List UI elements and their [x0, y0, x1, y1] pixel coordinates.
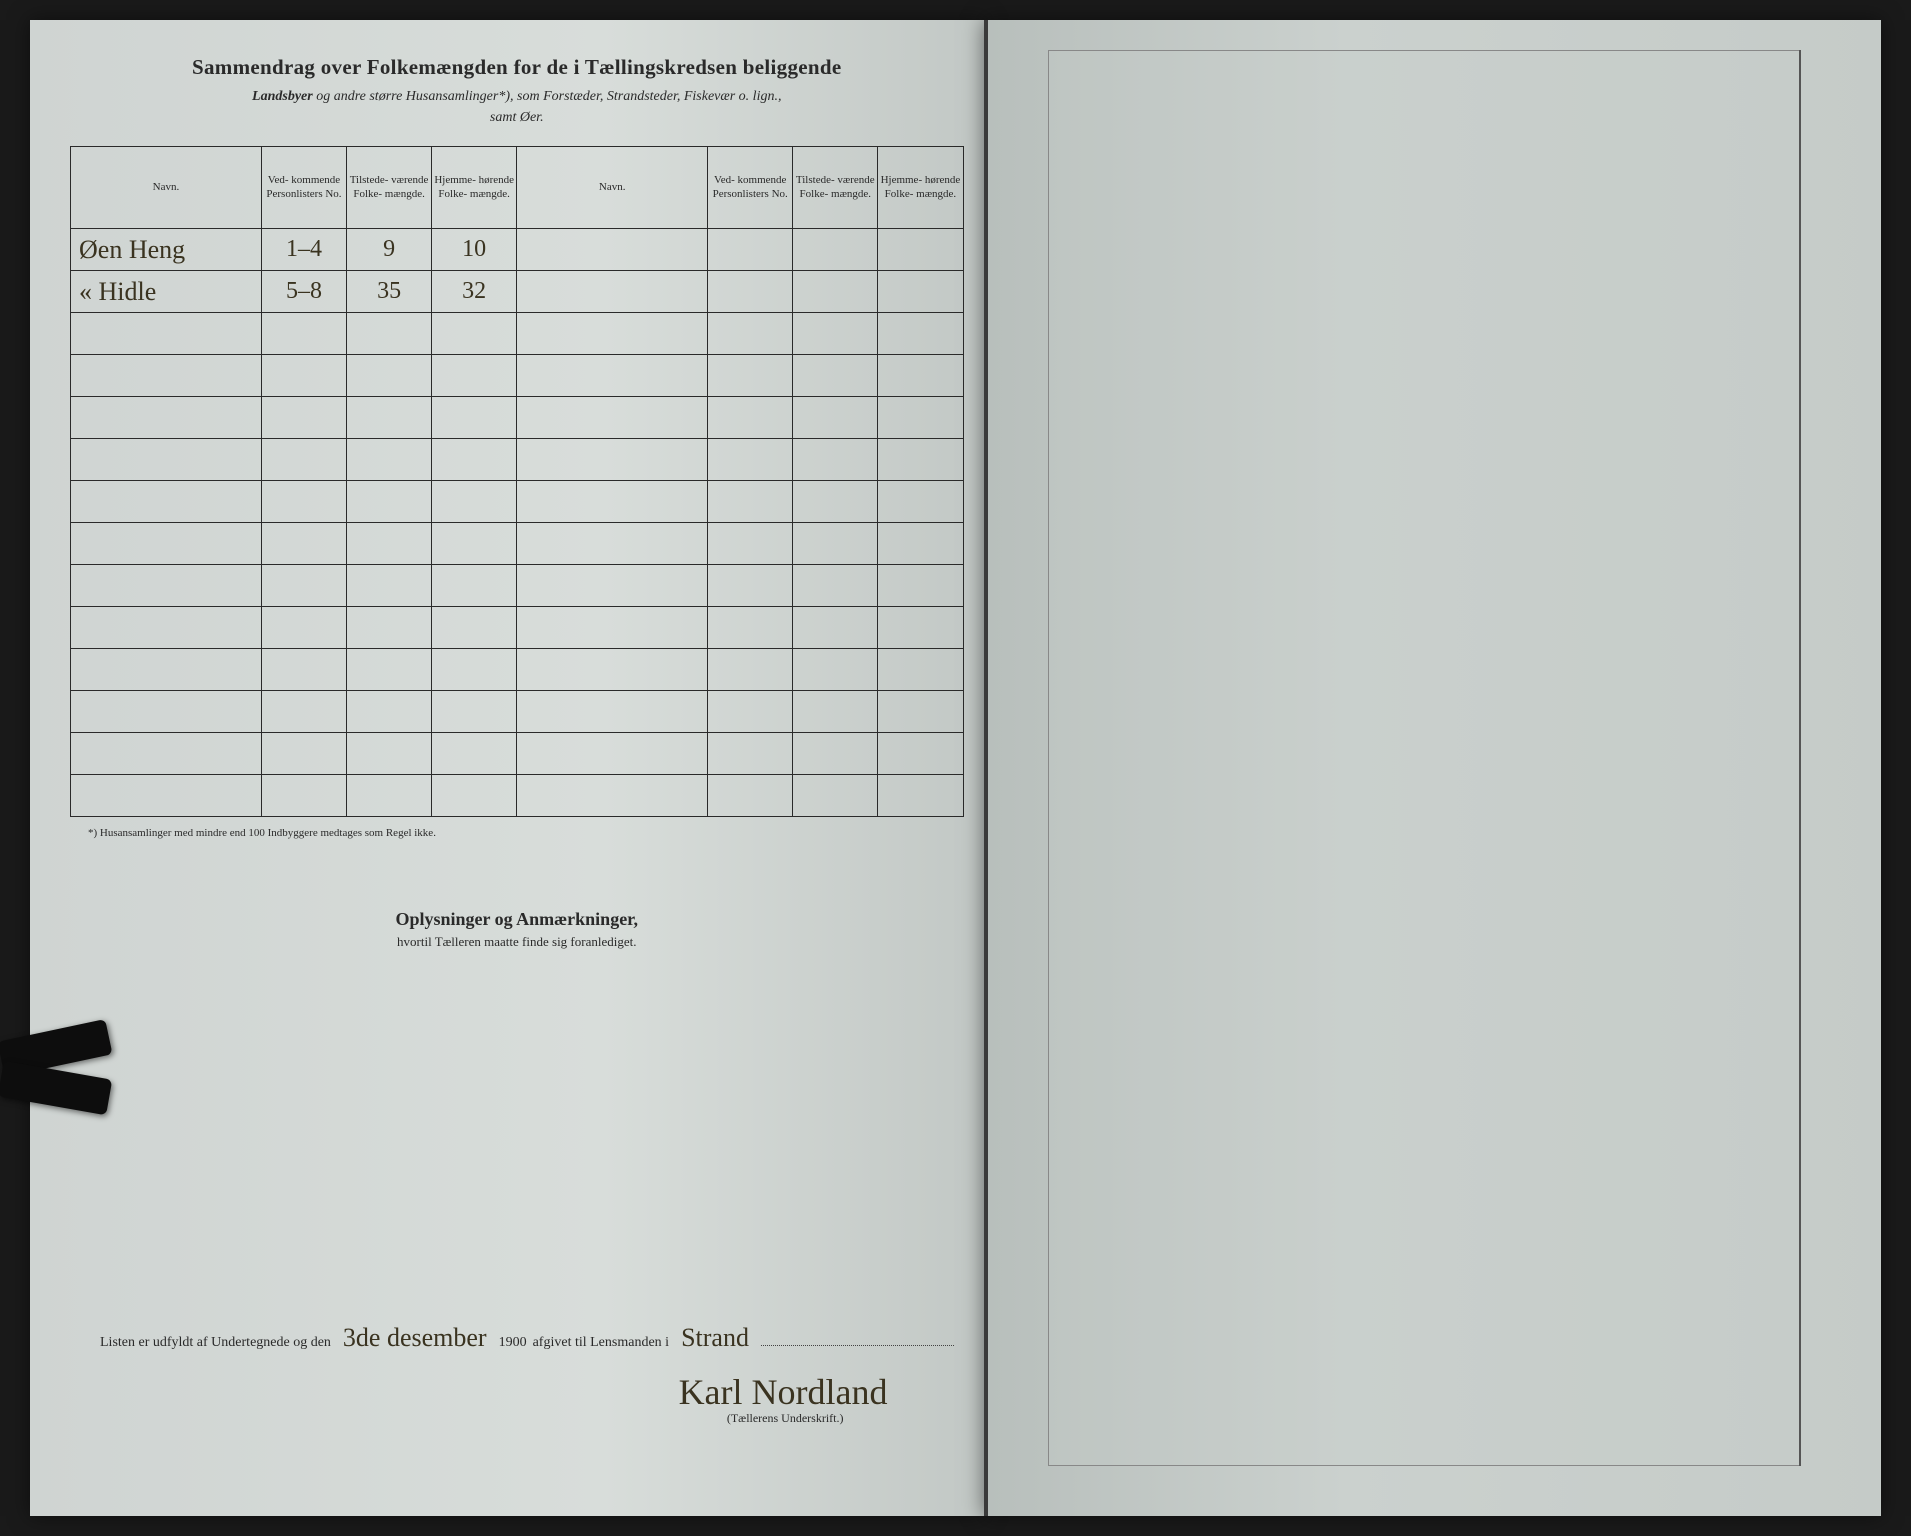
- col-hjemme-2: Hjemme- hørende Folke- mængde.: [878, 147, 963, 229]
- col-personlister: Ved- kommende Personlisters No.: [261, 147, 346, 229]
- cell-tilst: 35: [347, 271, 432, 313]
- sig-date: 3de desember: [337, 1323, 493, 1353]
- table-row: [71, 565, 964, 607]
- table-row: [71, 439, 964, 481]
- table-row: [71, 313, 964, 355]
- cell-tilst: [793, 271, 878, 313]
- subtitle-mid: og andre større Husansamlinger*), som Fo…: [313, 89, 782, 104]
- col-navn: Navn.: [71, 147, 262, 229]
- sig-pre: Listen er udfyldt af Undertegnede og den: [100, 1335, 331, 1351]
- cell-navn: Øen Heng: [71, 229, 262, 271]
- cell-navn: « Hidle: [71, 271, 262, 313]
- cell-navn: [517, 229, 708, 271]
- col-tilstede-2: Tilstede- værende Folke- mængde.: [793, 147, 878, 229]
- sig-year: 1900: [499, 1335, 527, 1351]
- table-row: [71, 523, 964, 565]
- table-row: [71, 355, 964, 397]
- remarks-block: Oplysninger og Anmærkninger, hvortil Tæl…: [70, 909, 964, 950]
- cell-no: 1–4: [261, 229, 346, 271]
- signature-caption: (Tællerens Underskrift.): [100, 1411, 954, 1426]
- signature-block: Listen er udfyldt af Undertegnede og den…: [100, 1323, 954, 1426]
- footnote: *) Husansamlinger med mindre end 100 Ind…: [70, 827, 964, 839]
- cell-no: [708, 229, 793, 271]
- cell-no: 5–8: [261, 271, 346, 313]
- sig-place: Strand: [675, 1323, 755, 1353]
- remarks-sub: hvortil Tælleren maatte finde sig foranl…: [70, 934, 964, 950]
- cell-tilst: 9: [347, 229, 432, 271]
- subtitle-emphasis: Landsbyer: [252, 89, 313, 104]
- binder-clip: [0, 1061, 112, 1116]
- signature-name: Karl Nordland: [673, 1372, 894, 1412]
- table-row: [71, 481, 964, 523]
- col-tilstede: Tilstede- værende Folke- mængde.: [347, 147, 432, 229]
- table-header-row: Navn. Ved- kommende Personlisters No. Ti…: [71, 147, 964, 229]
- sig-mid: afgivet til Lensmanden i: [533, 1335, 669, 1351]
- cell-hjem: [878, 271, 963, 313]
- remarks-title: Oplysninger og Anmærkninger,: [70, 909, 964, 930]
- cell-hjem: 10: [432, 229, 517, 271]
- subtitle-line2: samt Øer.: [490, 110, 544, 125]
- cell-hjem: [878, 229, 963, 271]
- page-title: Sammendrag over Folkemængden for de i Tæ…: [70, 55, 964, 80]
- table-row: [71, 397, 964, 439]
- table-row: [71, 691, 964, 733]
- table-row: [71, 733, 964, 775]
- table-row: Øen Heng1–4910: [71, 229, 964, 271]
- signature-name-row: Karl Nordland: [100, 1371, 954, 1413]
- census-table: Navn. Ved- kommende Personlisters No. Ti…: [70, 146, 964, 817]
- table-row: [71, 607, 964, 649]
- table-row: [71, 775, 964, 817]
- col-hjemme: Hjemme- hørende Folke- mængde.: [432, 147, 517, 229]
- table-body: Øen Heng1–4910« Hidle5–83532: [71, 229, 964, 817]
- cell-no: [708, 271, 793, 313]
- ledger-left-page: Sammendrag over Folkemængden for de i Tæ…: [30, 20, 984, 1516]
- dotline: [761, 1332, 954, 1346]
- ledger-right-page: [984, 20, 1882, 1516]
- cell-navn: [517, 271, 708, 313]
- col-navn-2: Navn.: [517, 147, 708, 229]
- signature-line: Listen er udfyldt af Undertegnede og den…: [100, 1323, 954, 1353]
- col-personlister-2: Ved- kommende Personlisters No.: [708, 147, 793, 229]
- cell-tilst: [793, 229, 878, 271]
- page-subtitle: Landsbyer og andre større Husansamlinger…: [70, 86, 964, 128]
- table-row: « Hidle5–83532: [71, 271, 964, 313]
- table-row: [71, 649, 964, 691]
- cell-hjem: 32: [432, 271, 517, 313]
- page-heading: Sammendrag over Folkemængden for de i Tæ…: [70, 55, 964, 128]
